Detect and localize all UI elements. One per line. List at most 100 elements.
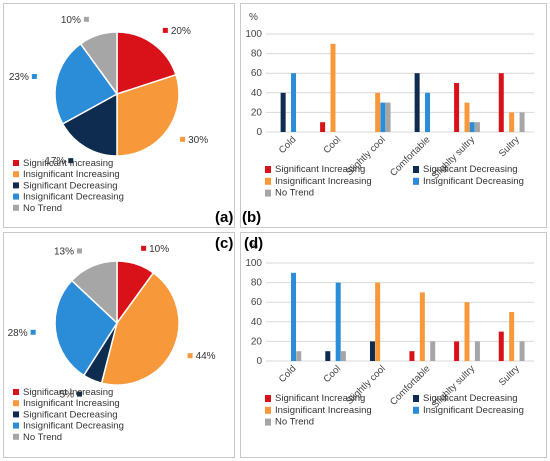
bar-d-legend-label: Significant Decreasing — [423, 393, 518, 404]
pie-a-legend-label: Significant Decreasing — [23, 180, 118, 191]
bar-b-legend-label: Significant Decreasing — [423, 164, 518, 175]
bar-b-bar-insignificant-increasing-slightly-cool — [375, 92, 381, 132]
pie-c-label-marker — [30, 329, 36, 335]
pie-c-value-label: 5% — [60, 390, 75, 401]
bar-d-y-tick-label: 60 — [251, 297, 263, 308]
bar-b-legend-swatch — [265, 177, 271, 185]
pie-a-legend-label: Significant Increasing — [23, 158, 113, 169]
bar-d-bar-insignificant-decreasing-cold — [291, 272, 297, 361]
pie-c-label-marker — [77, 391, 83, 397]
pie-a-legend-label: Insignificant Decreasing — [23, 192, 124, 203]
bar-d-bar-significant-decreasing-cool — [325, 351, 331, 361]
bar-b-x-tick-label: Cool — [322, 134, 344, 156]
bar-b-bar-insignificant-increasing-sultry — [509, 112, 515, 132]
bar-b-bar-insignificant-decreasing-comfortable — [425, 92, 431, 132]
bar-d-bar-significant-increasing-slighlty-sultry — [454, 341, 460, 361]
bar-d-y-tick-label: 20 — [251, 336, 263, 347]
pie-a-legend-swatch — [13, 193, 19, 200]
pie-chart-c: 10%44%5%28%13%Significant IncreasingInsi… — [8, 244, 216, 443]
bar-b-legend-label: No Trend — [275, 188, 314, 199]
bar-d-legend-label: Insignificant Decreasing — [423, 405, 524, 416]
bar-d-y-tick-label: 100 — [245, 258, 262, 269]
bar-b-legend-label: Significant Increasing — [275, 164, 365, 175]
bar-d-x-tick-label: Cold — [277, 363, 299, 385]
bar-b-bar-significant-increasing-sultry — [498, 73, 504, 132]
bar-d-bar-significant-decreasing-slightly-cool — [369, 341, 375, 361]
pie-c-legend-swatch — [13, 433, 19, 440]
pie-a-label-marker — [83, 16, 89, 22]
bar-b-y-axis-label: % — [249, 12, 258, 23]
pie-a-value-label: 30% — [188, 135, 208, 146]
pie-a-label-marker — [68, 158, 74, 164]
pie-a-label-marker — [31, 73, 37, 79]
pie-c-label-marker — [77, 248, 83, 254]
pie-a-legend-label: No Trend — [23, 203, 62, 214]
bar-d-legend-swatch — [265, 418, 271, 426]
pie-a-slice-no-trend — [79, 31, 118, 97]
bar-d-bar-insignificant-increasing-comfortable — [419, 292, 425, 361]
bar-b-y-tick-label: 80 — [251, 49, 263, 60]
bar-d-bar-no-trend-comfortable — [430, 341, 436, 361]
bar-d-y-tick-label: 80 — [251, 278, 263, 289]
bar-d-bar-no-trend-cool — [340, 351, 346, 361]
pie-c-value-label: 28% — [8, 328, 28, 339]
bar-b-legend-label: Insignificant Increasing — [275, 176, 372, 187]
pie-c-legend-swatch — [13, 422, 19, 429]
pie-a-label-marker — [162, 27, 168, 33]
pie-c-legend-swatch — [13, 411, 19, 418]
bar-b-y-tick-label: 60 — [251, 68, 263, 79]
bar-d-y-axis-label: % — [249, 241, 258, 252]
bar-b-legend-swatch — [413, 177, 419, 185]
bar-b-bar-significant-increasing-cool — [320, 122, 326, 132]
pie-c-slice-insignificant-decreasing — [54, 279, 118, 377]
bar-b-legend-label: Insignificant Decreasing — [423, 176, 524, 187]
panel-c: 10% 44% 5% 28% 13% Significant Increasing Insi… — [3, 232, 235, 458]
bar-b-bar-no-trend-sultry — [519, 112, 525, 132]
bar-b-x-tick-label: Sultry — [497, 134, 522, 159]
pie-c-legend-label: Significant Increasing — [23, 387, 113, 398]
bar-d-bar-no-trend-slighlty-sultry — [474, 341, 480, 361]
bar-d-bar-significant-increasing-sultry — [498, 331, 504, 361]
bar-b-bar-no-trend-slighlty-sultry — [474, 122, 480, 132]
bar-d-y-tick-label: 40 — [251, 317, 263, 328]
bar-b-y-tick-label: 40 — [251, 88, 263, 99]
bar-b-legend-swatch — [265, 189, 271, 197]
pie-c-legend-label: Insignificant Decreasing — [23, 421, 124, 432]
pie-a-value-label: 23% — [9, 72, 29, 83]
pie-a-slice-insignificant-decreasing — [54, 42, 119, 125]
pie-a-slice-insignificant-increasing — [116, 73, 180, 157]
panel-d: % 0 20 40 60 80 100 Cold Cool Slightly cool Comfor… — [240, 232, 547, 458]
panel-label-b: (b) — [242, 209, 262, 226]
bar-d-legend-label: Significant Increasing — [275, 393, 365, 404]
bar-b-y-tick-label: 20 — [251, 107, 263, 118]
bar-b-legend-swatch — [413, 166, 419, 173]
bar-d-legend-label: Insignificant Increasing — [275, 405, 372, 416]
panel-label-c: (c) — [215, 235, 234, 252]
pie-a-value-label: 20% — [171, 26, 191, 37]
bar-b-x-tick-label: Cold — [277, 134, 299, 156]
bar-b-bar-significant-decreasing-cold — [280, 92, 286, 132]
pie-a-slice-significant-decreasing — [61, 92, 118, 157]
pie-c-slice-no-trend — [70, 260, 118, 325]
bar-b-y-tick-label: 100 — [245, 29, 262, 40]
pie-a-legend-swatch — [13, 160, 19, 166]
panel-label-a: (a) — [215, 209, 234, 226]
bar-b-bar-insignificant-decreasing-slightly-cool — [380, 102, 386, 132]
pie-c-legend-swatch — [13, 389, 19, 395]
bar-b-bar-insignificant-increasing-cool — [330, 43, 336, 132]
bar-b-bar-no-trend-slightly-cool — [385, 102, 391, 132]
pie-c-legend-label: Significant Decreasing — [23, 409, 118, 420]
bar-b-bar-insignificant-decreasing-cold — [291, 73, 297, 132]
panel-label-d: (d) — [244, 235, 264, 252]
bar-d-x-tick-label: Sultry — [497, 363, 522, 388]
bar-b-bar-significant-decreasing-comfortable — [414, 73, 420, 132]
bar-d-bar-insignificant-increasing-sultry — [509, 312, 515, 361]
bar-d-bar-insignificant-increasing-slightly-cool — [375, 282, 381, 361]
pie-c-value-label: 44% — [196, 351, 216, 362]
bar-d-legend-swatch — [265, 406, 271, 414]
bar-b-legend-swatch — [265, 166, 271, 173]
pie-a-legend-swatch — [13, 182, 19, 189]
pie-a-value-label: 17% — [45, 156, 65, 167]
bar-d-legend-swatch — [413, 395, 419, 402]
